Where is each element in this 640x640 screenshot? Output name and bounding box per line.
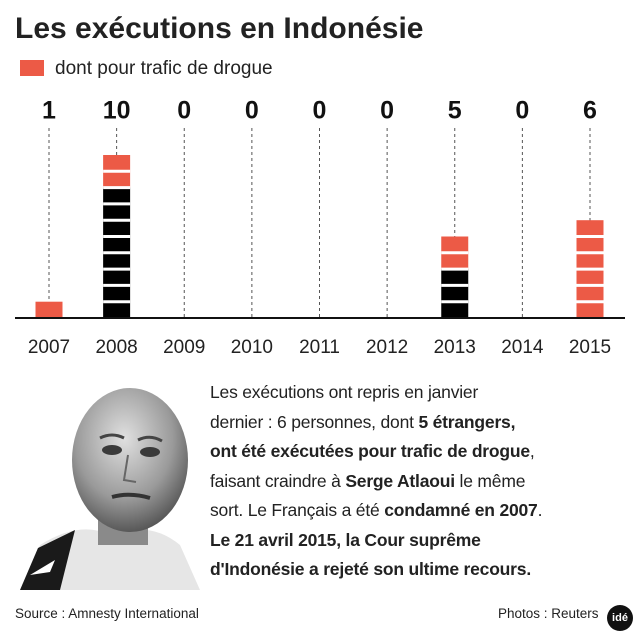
x-tick-label: 2008	[95, 337, 137, 358]
total-label: 6	[583, 97, 597, 125]
x-tick-label: 2007	[28, 337, 70, 358]
bar-segment	[441, 269, 469, 318]
bold-text: Serge Atlaoui	[345, 470, 455, 491]
text-line: sort. Le Français a été condamné en 2007…	[210, 496, 630, 526]
x-tick-label: 2013	[434, 337, 476, 358]
text: .	[537, 500, 543, 520]
paragraph: Les exécutions ont repris en janvier dern…	[210, 378, 630, 585]
text: ,	[529, 441, 535, 461]
total-label: 5	[448, 97, 462, 125]
x-tick-label: 2011	[299, 337, 340, 358]
bold-text: Le 21 avril 2015, la Cour suprême	[210, 529, 481, 550]
photo-credit: Photos : Reuters	[498, 606, 599, 621]
bold-text: condamné en 2007	[384, 500, 538, 520]
total-label: 0	[380, 97, 394, 125]
x-tick-label: 2014	[501, 337, 544, 358]
total-label: 0	[245, 97, 259, 125]
total-label: 0	[177, 97, 191, 125]
text-line: dernier : 6 personnes, dont 5 étrangers,	[210, 408, 630, 438]
text: le même	[454, 470, 526, 491]
text: dernier : 6 personnes, dont	[210, 411, 419, 432]
x-tick-label: 2010	[231, 337, 273, 358]
total-label: 0	[515, 97, 529, 125]
x-tick-label: 2015	[569, 337, 611, 358]
x-tick-label: 2012	[366, 337, 408, 358]
x-tick-label: 2009	[163, 337, 205, 358]
text: Les exécutions ont repris en janvier	[210, 382, 479, 402]
total-label: 0	[313, 97, 327, 125]
total-label: 1	[42, 97, 56, 125]
text-line: Les exécutions ont repris en janvier	[210, 378, 630, 408]
text: sort. Le Français a été	[210, 500, 385, 520]
text-line: ont été exécutées pour trafic de drogue,	[210, 437, 630, 467]
legend-label: dont pour trafic de drogue	[55, 58, 273, 79]
bold-text: 5 étrangers,	[418, 411, 516, 432]
legend-swatch	[20, 60, 44, 76]
text-line: d'Indonésie a rejeté son ultime recours.	[210, 555, 630, 585]
logo-text: idé	[612, 612, 628, 624]
total-label: 10	[103, 97, 131, 125]
text-line: Le 21 avril 2015, la Cour suprême	[210, 526, 630, 556]
text: faisant craindre à	[210, 470, 346, 491]
bar-segment	[35, 301, 63, 318]
text-line: faisant craindre à Serge Atlaoui le même	[210, 467, 630, 497]
chart-title: Les exécutions en Indonésie	[15, 12, 423, 45]
bold-text: d'Indonésie a rejeté son ultime recours.	[210, 559, 531, 579]
source: Source : Amnesty International	[15, 606, 199, 621]
portrait-photo	[20, 388, 200, 590]
logo: idé	[607, 605, 633, 631]
bold-text: ont été exécutées pour trafic de drogue	[210, 441, 530, 461]
